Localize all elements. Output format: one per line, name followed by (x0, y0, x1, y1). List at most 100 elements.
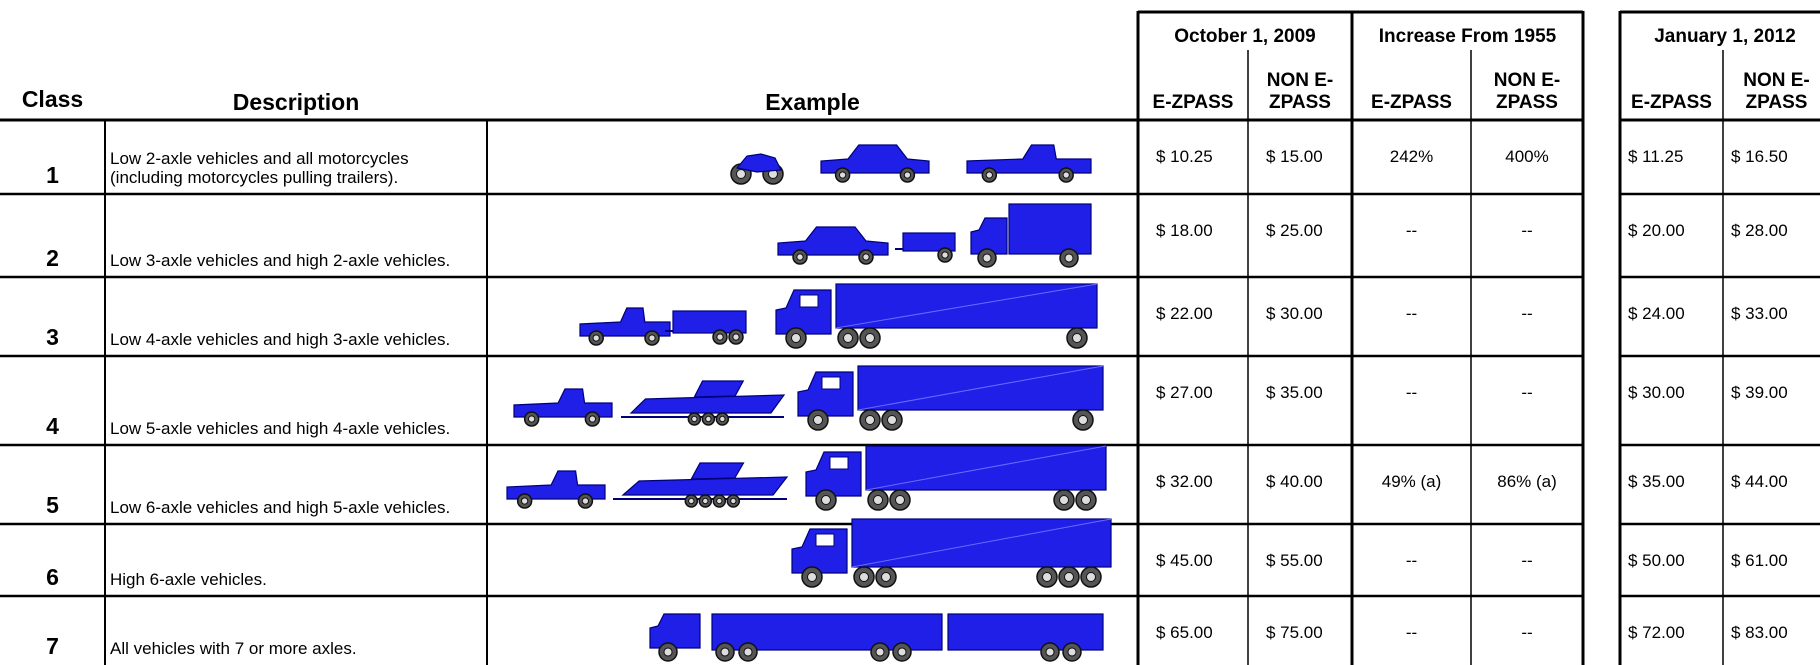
hub (1062, 171, 1070, 179)
hub (688, 497, 695, 505)
fee-value: $ 25.00 (1266, 221, 1323, 240)
hub (1064, 572, 1074, 582)
hub (592, 334, 600, 342)
class-number: 3 (46, 323, 59, 350)
fee-value: $ 11.25 (1628, 147, 1684, 166)
sub-header: NON E-ZPASS (1743, 70, 1810, 114)
fee-value: $ 61.00 (1731, 551, 1788, 570)
sub-header: NON E-ZPASS (1493, 70, 1561, 114)
description: Low 3-axle vehicles and high 2-axle vehi… (110, 251, 451, 271)
fee-value: -- (1405, 304, 1418, 323)
fee-value: $ 35.00 (1266, 383, 1323, 402)
hub (520, 497, 529, 505)
class-number: 4 (46, 412, 59, 439)
fee-value: -- (1521, 304, 1533, 323)
hub (1059, 495, 1069, 505)
hub (791, 333, 801, 343)
hub (897, 647, 907, 657)
hub (881, 572, 891, 582)
hub (859, 572, 869, 582)
description: High 6-axle vehicles. (110, 570, 267, 590)
class-number: 6 (46, 563, 59, 590)
hub (982, 253, 992, 263)
description: Low 5-axle vehicles and high 4-axle vehi… (110, 419, 451, 439)
trailer-shade (865, 445, 1107, 491)
hub (648, 334, 656, 342)
fee-value: $ 33.00 (1731, 304, 1788, 323)
fee-value: $ 40.00 (1266, 472, 1323, 491)
hub (1086, 572, 1096, 582)
car (777, 226, 889, 256)
hub (807, 572, 817, 582)
fee-value: $ 83.00 (1731, 623, 1788, 642)
hub (691, 415, 698, 423)
fee-value: 242% (1389, 147, 1434, 166)
group-header: January 1, 2012 (1654, 26, 1796, 47)
fee-value: $ 32.00 (1156, 472, 1213, 491)
truck-box (1008, 203, 1092, 255)
fee-value: $ 35.00 (1628, 472, 1685, 491)
semi-trailer (947, 613, 1104, 651)
car (820, 144, 930, 174)
pickup (513, 388, 613, 418)
fee-value: $ 50.00 (1628, 551, 1685, 570)
fee-value: $ 27.00 (1156, 383, 1213, 402)
pickup (966, 144, 1092, 174)
pickup (506, 470, 606, 500)
group-header: Increase From 1955 (1378, 26, 1557, 47)
hub (865, 333, 875, 343)
fee-value: $ 15.00 (1266, 147, 1323, 166)
hub (1064, 253, 1074, 263)
example-header: Example (765, 89, 860, 115)
cab-window (799, 294, 819, 308)
hub (588, 415, 597, 423)
hub (821, 495, 831, 505)
truck-cab (649, 613, 701, 649)
boat (629, 394, 786, 414)
boat-cabin (693, 380, 745, 398)
description-header: Description (232, 89, 360, 115)
sub-header: E-ZPASS (1371, 92, 1452, 114)
fee-value: $ 45.00 (1156, 551, 1213, 570)
fee-value: $ 65.00 (1156, 623, 1213, 642)
class-number: 7 (46, 632, 59, 659)
boat-cabin (690, 462, 745, 480)
fee-value: $ 44.00 (1731, 472, 1788, 491)
description: Low 4-axle vehicles and high 3-axle vehi… (110, 330, 451, 350)
class-header: Class (21, 86, 84, 112)
description: Low 2-axle vehicles and all motorcycles … (110, 148, 409, 188)
fee-value: $ 39.00 (1731, 383, 1788, 402)
hub (985, 171, 993, 179)
fee-value: $ 28.00 (1731, 221, 1788, 240)
hub (720, 647, 730, 657)
hub (705, 415, 712, 423)
fee-value: 86% (a) (1497, 472, 1557, 491)
fee-value: $ 20.00 (1628, 221, 1685, 240)
fee-value: $ 22.00 (1156, 304, 1213, 323)
sub-header: E-ZPASS (1631, 92, 1712, 114)
hub (875, 647, 885, 657)
class-number: 2 (46, 244, 59, 271)
description: All vehicles with 7 or more axles. (110, 639, 357, 659)
fee-value: $ 72.00 (1628, 623, 1685, 642)
sub-header: NON E-ZPASS (1266, 70, 1334, 114)
fee-value: $ 16.50 (1731, 147, 1788, 166)
trailer (902, 232, 956, 252)
trailer-shade (851, 518, 1112, 568)
fee-value: $ 18.00 (1156, 221, 1213, 240)
hub (1072, 333, 1082, 343)
fee-value: -- (1521, 551, 1533, 570)
hub (581, 497, 590, 505)
hub (903, 171, 912, 179)
hub (716, 497, 723, 505)
boat (621, 476, 789, 496)
hub (1081, 495, 1091, 505)
hub (663, 647, 673, 657)
hub (743, 647, 753, 657)
hub (719, 415, 726, 423)
hub (843, 333, 853, 343)
hub (838, 171, 847, 179)
hub (887, 415, 897, 425)
hub (716, 333, 724, 341)
